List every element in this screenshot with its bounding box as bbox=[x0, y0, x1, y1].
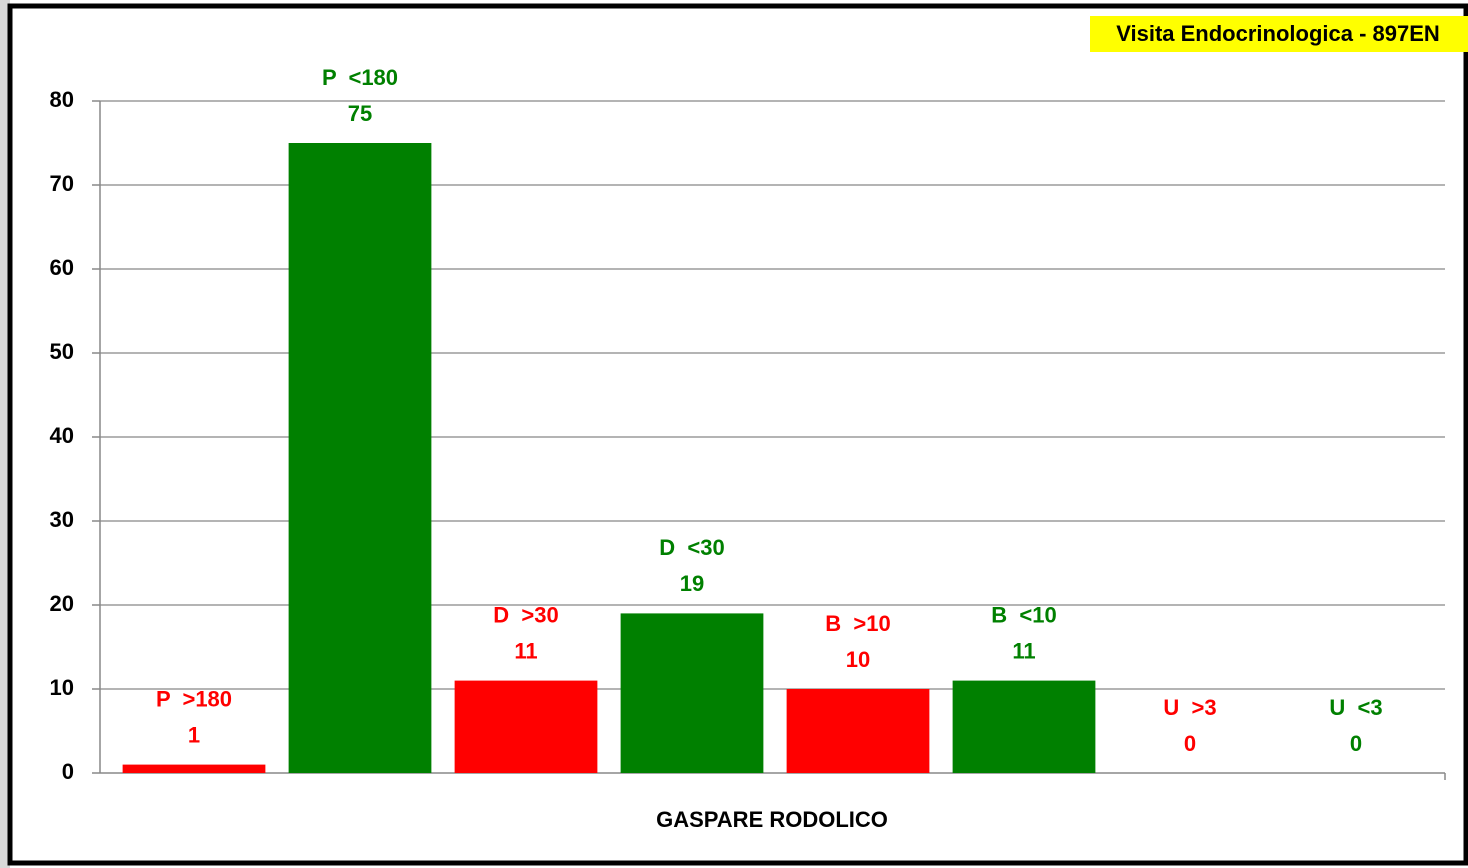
y-tick-label: 50 bbox=[50, 339, 74, 364]
data-label: 0 bbox=[1184, 731, 1196, 756]
annotation: Visita Endocrinologica - 897EN bbox=[1116, 21, 1440, 46]
bar bbox=[786, 689, 930, 773]
data-label: 11 bbox=[514, 638, 537, 663]
data-label: 0 bbox=[1350, 731, 1362, 756]
bar bbox=[122, 764, 266, 773]
y-tick-label: 80 bbox=[50, 87, 74, 112]
y-tick-label: 10 bbox=[50, 675, 74, 700]
y-tick-label: 30 bbox=[50, 507, 74, 532]
y-tick-label: 40 bbox=[50, 423, 74, 448]
annotation-box bbox=[1090, 16, 1468, 52]
data-label: 75 bbox=[348, 101, 372, 126]
bar-category-label: U >3 bbox=[1163, 695, 1216, 720]
sheet-edge bbox=[0, 0, 10, 868]
bar bbox=[288, 143, 432, 773]
y-tick-label: 20 bbox=[50, 591, 74, 616]
bar-category-label: P >180 bbox=[156, 686, 232, 711]
y-tick-label: 0 bbox=[62, 759, 74, 784]
bar-category-label: P <180 bbox=[322, 65, 398, 90]
bar-category-label: B >10 bbox=[825, 611, 890, 636]
y-tick-label: 70 bbox=[50, 171, 74, 196]
data-label: 1 bbox=[188, 722, 200, 747]
bar-category-label: U <3 bbox=[1329, 695, 1382, 720]
data-label: 10 bbox=[846, 647, 870, 672]
bar bbox=[454, 680, 598, 773]
bar-category-label: D <30 bbox=[659, 535, 724, 560]
bar-category-label: B <10 bbox=[991, 602, 1056, 627]
x-axis-label: GASPARE RODOLICO bbox=[656, 807, 888, 832]
bar bbox=[952, 680, 1096, 773]
bar bbox=[620, 613, 764, 773]
data-label: 11 bbox=[1012, 638, 1035, 663]
data-label: 19 bbox=[680, 571, 704, 596]
bar-category-label: D >30 bbox=[493, 602, 558, 627]
y-tick-label: 60 bbox=[50, 255, 74, 280]
